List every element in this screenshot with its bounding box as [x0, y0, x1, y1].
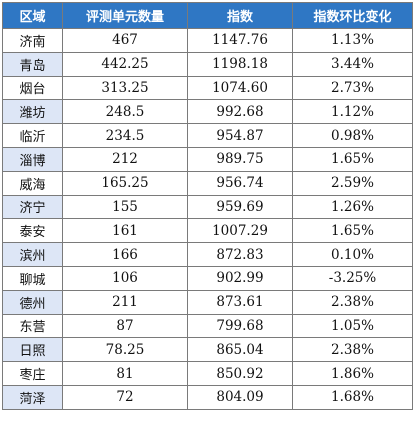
cell-region: 青岛 — [2, 51, 63, 77]
table-row: 淄博 212 989.75 1.65% — [2, 146, 413, 172]
cell-index-change: 2.38% — [292, 337, 413, 363]
cell-unit-count: 87 — [62, 313, 188, 339]
cell-unit-count: 442.25 — [62, 51, 188, 77]
cell-index-change: 3.44% — [292, 51, 413, 77]
cell-region: 威海 — [2, 170, 63, 196]
cell-unit-count: 78.25 — [62, 337, 188, 363]
cell-index-change: 2.73% — [292, 75, 413, 101]
cell-unit-count: 313.25 — [62, 75, 188, 101]
cell-index: 1198.18 — [187, 51, 293, 77]
cell-region: 济宁 — [2, 194, 63, 220]
cell-index-change: 1.68% — [292, 384, 413, 410]
cell-index-change: 1.13% — [292, 28, 413, 53]
cell-region: 日照 — [2, 337, 63, 363]
cell-region: 东营 — [2, 313, 63, 339]
cell-index-change: 1.65% — [292, 146, 413, 172]
cell-index-change: -3.25% — [292, 265, 413, 291]
cell-index: 992.68 — [187, 99, 293, 125]
cell-unit-count: 467 — [62, 28, 188, 53]
cell-index: 959.69 — [187, 194, 293, 220]
table-row: 日照 78.25 865.04 2.38% — [2, 337, 413, 363]
cell-region: 淄博 — [2, 146, 63, 172]
header-index: 指数 — [187, 2, 293, 29]
cell-index-change: 2.59% — [292, 170, 413, 196]
cell-region: 济南 — [2, 28, 63, 53]
cell-unit-count: 234.5 — [62, 123, 188, 148]
cell-index: 1147.76 — [187, 28, 293, 53]
cell-region: 菏泽 — [2, 384, 63, 410]
cell-index: 865.04 — [187, 337, 293, 363]
table-row: 德州 211 873.61 2.38% — [2, 289, 413, 315]
cell-region: 德州 — [2, 289, 63, 315]
cell-unit-count: 155 — [62, 194, 188, 220]
header-region: 区域 — [2, 2, 63, 29]
cell-index: 902.99 — [187, 265, 293, 291]
table-row: 枣庄 81 850.92 1.86% — [2, 361, 413, 386]
table-row: 潍坊 248.5 992.68 1.12% — [2, 99, 413, 125]
cell-index: 850.92 — [187, 361, 293, 386]
header-unit-count: 评测单元数量 — [62, 2, 188, 29]
cell-index: 873.61 — [187, 289, 293, 315]
table-row: 滨州 166 872.83 0.10% — [2, 242, 413, 267]
cell-unit-count: 211 — [62, 289, 188, 315]
table-body: 济南 467 1147.76 1.13% 青岛 442.25 1198.18 3.44% 烟台 3… — [2, 28, 413, 410]
cell-index: 872.83 — [187, 242, 293, 267]
index-table: 区域 评测单元数量 指数 指数环比变化 济南 467 1147.76 1.13% 青岛 4… — [2, 2, 413, 410]
header-row: 区域 评测单元数量 指数 指数环比变化 — [2, 2, 413, 29]
cell-unit-count: 106 — [62, 265, 188, 291]
cell-index-change: 0.98% — [292, 123, 413, 148]
cell-index: 799.68 — [187, 313, 293, 339]
cell-region: 烟台 — [2, 75, 63, 101]
cell-region: 聊城 — [2, 265, 63, 291]
cell-unit-count: 166 — [62, 242, 188, 267]
cell-index-change: 1.65% — [292, 218, 413, 244]
cell-index-change: 2.38% — [292, 289, 413, 315]
cell-unit-count: 212 — [62, 146, 188, 172]
cell-index-change: 1.12% — [292, 99, 413, 125]
cell-region: 潍坊 — [2, 99, 63, 125]
cell-unit-count: 248.5 — [62, 99, 188, 125]
table-row: 烟台 313.25 1074.60 2.73% — [2, 75, 413, 101]
header-index-change: 指数环比变化 — [292, 2, 413, 29]
cell-index: 1007.29 — [187, 218, 293, 244]
cell-index-change: 1.05% — [292, 313, 413, 339]
cell-unit-count: 81 — [62, 361, 188, 386]
cell-index: 956.74 — [187, 170, 293, 196]
table-row: 济宁 155 959.69 1.26% — [2, 194, 413, 220]
table-row: 泰安 161 1007.29 1.65% — [2, 218, 413, 244]
cell-unit-count: 161 — [62, 218, 188, 244]
cell-index: 954.87 — [187, 123, 293, 148]
cell-unit-count: 165.25 — [62, 170, 188, 196]
table-row: 东营 87 799.68 1.05% — [2, 313, 413, 339]
table-row: 临沂 234.5 954.87 0.98% — [2, 123, 413, 148]
table-row: 菏泽 72 804.09 1.68% — [2, 384, 413, 410]
cell-index-change: 1.86% — [292, 361, 413, 386]
cell-region: 泰安 — [2, 218, 63, 244]
cell-index: 989.75 — [187, 146, 293, 172]
cell-unit-count: 72 — [62, 384, 188, 410]
table-row: 威海 165.25 956.74 2.59% — [2, 170, 413, 196]
cell-index: 804.09 — [187, 384, 293, 410]
table-row: 青岛 442.25 1198.18 3.44% — [2, 51, 413, 77]
cell-index: 1074.60 — [187, 75, 293, 101]
cell-region: 滨州 — [2, 242, 63, 267]
cell-region: 临沂 — [2, 123, 63, 148]
cell-index-change: 0.10% — [292, 242, 413, 267]
table-header: 区域 评测单元数量 指数 指数环比变化 — [2, 2, 413, 29]
cell-index-change: 1.26% — [292, 194, 413, 220]
table-row: 济南 467 1147.76 1.13% — [2, 28, 413, 53]
table-row: 聊城 106 902.99 -3.25% — [2, 265, 413, 291]
cell-region: 枣庄 — [2, 361, 63, 386]
